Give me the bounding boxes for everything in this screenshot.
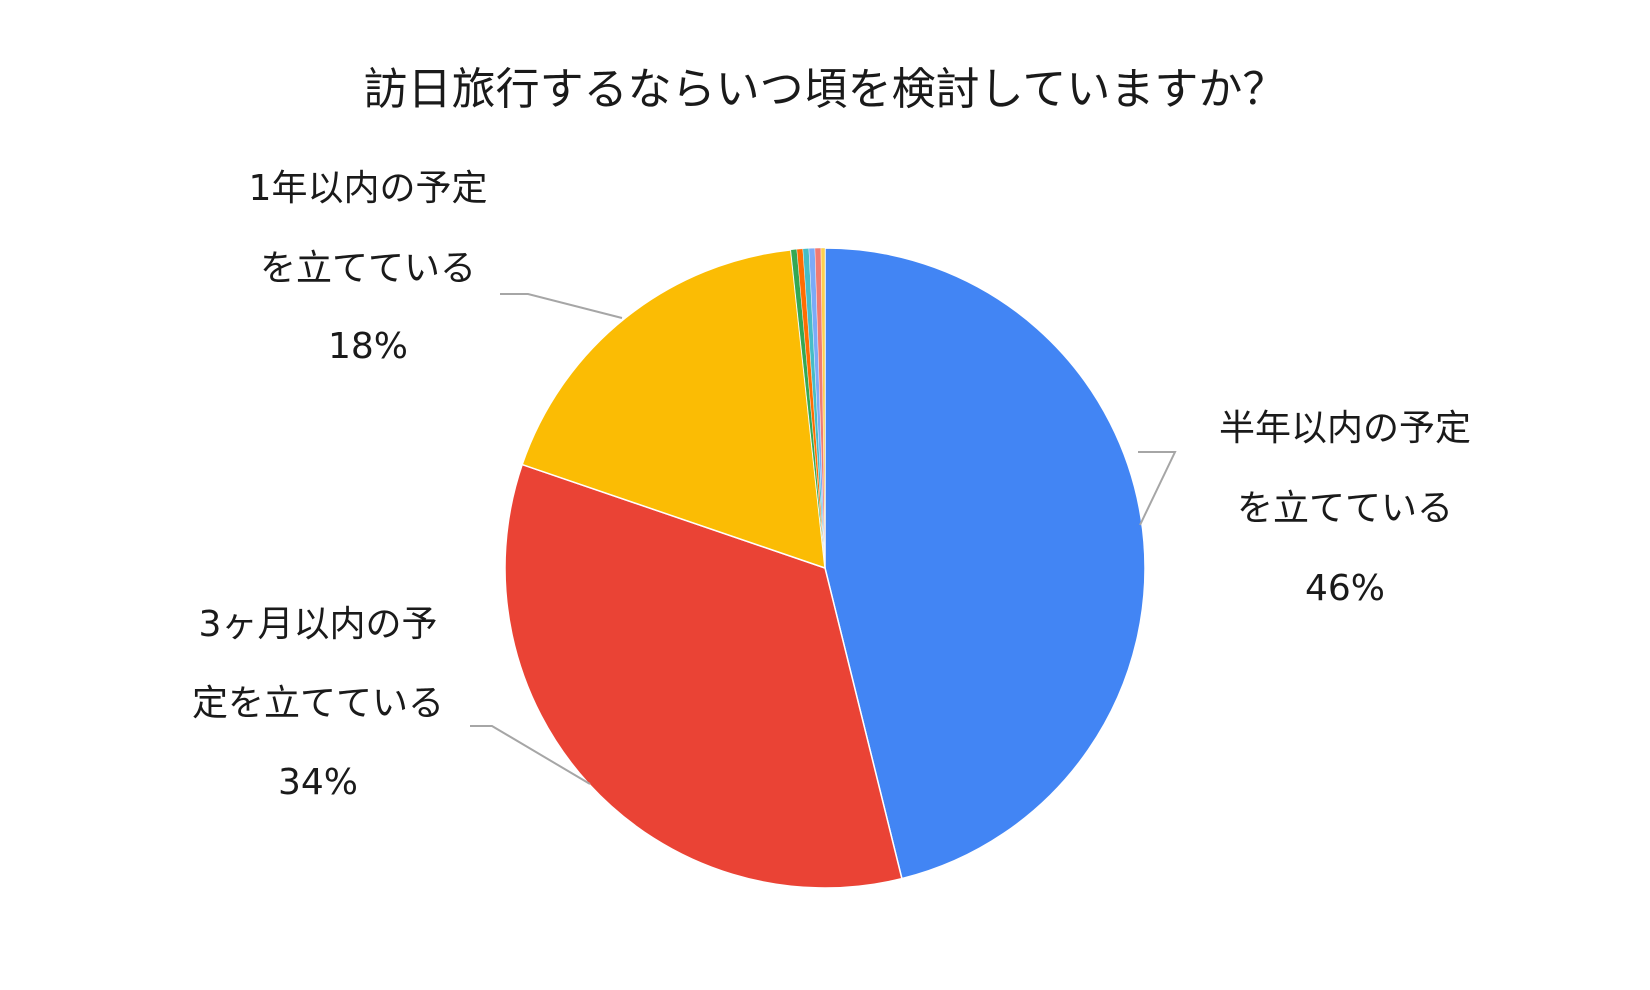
slice-label-1-line-3: 46% bbox=[1305, 568, 1385, 609]
slice-label-2-line-3: 34% bbox=[278, 762, 358, 803]
leader-line-1 bbox=[1138, 451, 1177, 526]
chart-title: 訪日旅行するならいつ頃を検討していますか？ bbox=[364, 64, 1287, 115]
pie-slice-3 bbox=[521, 249, 826, 570]
leader-line-3 bbox=[500, 293, 623, 319]
slice-label-2-line-1: 3ヶ月以内の予 bbox=[199, 604, 438, 645]
slice-label-3-line-3: 18% bbox=[328, 326, 408, 367]
slice-label-2-line-2: 定を立てている bbox=[192, 683, 444, 724]
leader-lines bbox=[470, 293, 1177, 785]
slice-label-1-line-2: を立てている bbox=[1237, 488, 1453, 529]
slice-labels: 半年以内の予定を立てている46%3ヶ月以内の予定を立てている34%1年以内の予定… bbox=[192, 168, 1471, 803]
pie-slice-9 bbox=[820, 247, 826, 569]
leader-line-2 bbox=[470, 725, 591, 785]
pie-slices bbox=[504, 247, 1146, 889]
slice-label-3-line-2: を立てている bbox=[260, 248, 476, 289]
slice-label-1-line-1: 半年以内の予定 bbox=[1219, 408, 1471, 449]
pie-slice-1 bbox=[824, 247, 1146, 880]
slice-label-3-line-1: 1年以内の予定 bbox=[249, 168, 488, 209]
